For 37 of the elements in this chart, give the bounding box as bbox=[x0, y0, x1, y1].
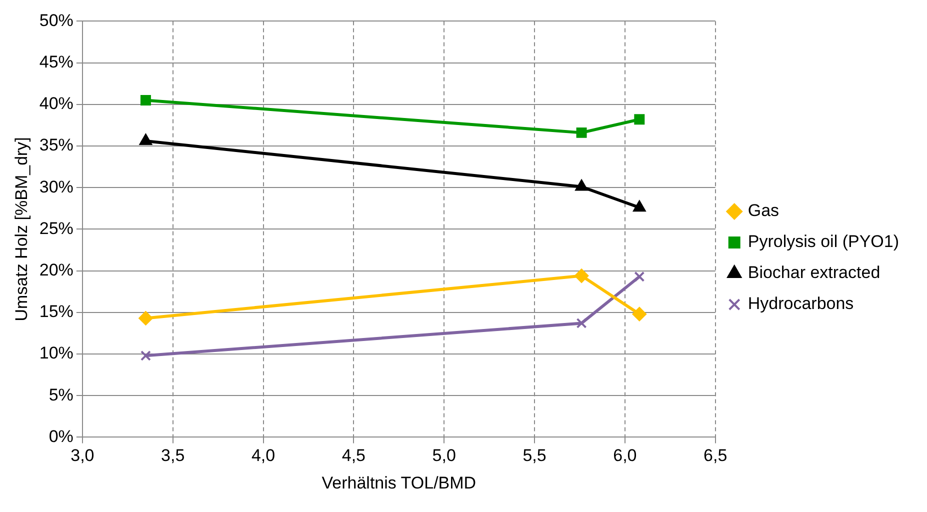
y-tick-label: 50% bbox=[39, 10, 74, 30]
y-tick-label: 35% bbox=[39, 136, 74, 155]
y-tick-label: 5% bbox=[48, 385, 74, 404]
y-tick-label: 0% bbox=[48, 426, 74, 446]
y-tick-label: 25% bbox=[39, 218, 74, 238]
point bbox=[575, 180, 588, 191]
y-tick-label: 30% bbox=[39, 177, 74, 196]
y-tick-label: 45% bbox=[39, 52, 74, 72]
x-tick-label: 6,0 bbox=[613, 446, 637, 466]
point bbox=[576, 318, 587, 328]
x-axis-title: Verhältnis TOL/BMD bbox=[322, 473, 476, 492]
legend-label: Biochar extracted bbox=[748, 263, 880, 282]
x-tick-label: 3,0 bbox=[70, 446, 94, 466]
point bbox=[574, 268, 589, 283]
point bbox=[138, 311, 153, 326]
point bbox=[634, 114, 645, 125]
legend-label: Gas bbox=[748, 201, 780, 220]
legend-label: Pyrolysis oil (PYO1) bbox=[748, 232, 899, 252]
x-tick-label: 6,5 bbox=[704, 446, 728, 466]
point bbox=[140, 95, 151, 106]
x-tick-label: 5,5 bbox=[522, 446, 546, 466]
y-tick-label: 10% bbox=[39, 344, 74, 363]
point bbox=[140, 350, 151, 361]
y-tick-label: 40% bbox=[39, 94, 74, 114]
point bbox=[633, 200, 646, 212]
x-tick-label: 4,0 bbox=[251, 446, 276, 466]
y-axis-title: Umsatz Holz [%BM_dry] bbox=[12, 137, 31, 322]
point bbox=[140, 134, 152, 146]
y-tick-label: 20% bbox=[39, 260, 74, 280]
point bbox=[632, 307, 646, 322]
point bbox=[576, 127, 587, 138]
x-tick-label: 3,5 bbox=[161, 446, 185, 466]
x-tick-label: 5,0 bbox=[432, 446, 456, 466]
y-tick-label: 15% bbox=[39, 302, 74, 322]
x-tick-label: 4,5 bbox=[342, 446, 366, 466]
legend-label: Hydrocarbons bbox=[748, 294, 854, 314]
point bbox=[634, 271, 645, 282]
